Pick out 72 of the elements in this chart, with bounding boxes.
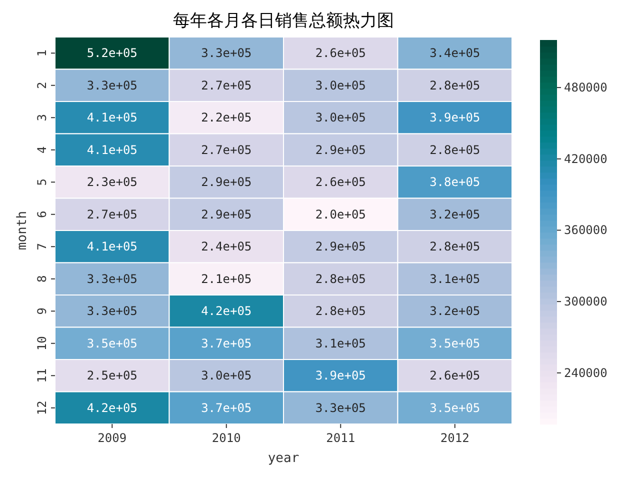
color-bar-label: 300000 xyxy=(564,294,608,309)
data-label: 3.2e+05 xyxy=(430,207,480,222)
data-label: 3.5e+05 xyxy=(430,400,480,415)
data-label: 4.2e+05 xyxy=(201,304,252,318)
color-bar-label: 480000 xyxy=(564,80,608,95)
data-label: 2.1e+05 xyxy=(201,272,252,286)
data-label: 2.9e+05 xyxy=(201,207,252,222)
data-label: 3.7e+05 xyxy=(201,336,252,350)
x-tick-label: 2012 xyxy=(440,431,470,445)
y-tick-label: 10 xyxy=(35,336,49,351)
data-label: 3.3e+05 xyxy=(315,400,366,415)
y-tick-label: 4 xyxy=(35,146,49,154)
data-label: 3.5e+05 xyxy=(430,336,480,350)
data-label: 3.4e+05 xyxy=(430,46,480,60)
data-label: 3.0e+05 xyxy=(201,368,252,383)
y-tick-label: 7 xyxy=(35,243,49,250)
data-label: 2.4e+05 xyxy=(201,240,252,254)
color-bar-label: 360000 xyxy=(564,223,608,238)
data-label: 5.2e+05 xyxy=(86,46,138,60)
data-label: 3.0e+05 xyxy=(315,110,366,125)
data-label: 4.1e+05 xyxy=(86,142,138,157)
data-label: 2.8e+05 xyxy=(315,272,366,286)
data-label: 3.0e+05 xyxy=(315,78,366,92)
y-tick-label: 2 xyxy=(35,82,49,89)
data-label: 2.6e+05 xyxy=(315,175,366,190)
data-label: 2.7e+05 xyxy=(86,207,138,222)
data-label: 3.3e+05 xyxy=(86,78,138,92)
data-label: 2.9e+05 xyxy=(315,142,366,157)
data-label: 2.2e+05 xyxy=(201,110,252,125)
data-label: 3.9e+05 xyxy=(430,110,480,125)
data-label: 2.8e+05 xyxy=(430,240,480,254)
data-label: 4.1e+05 xyxy=(86,110,138,125)
y-tick-label: 5 xyxy=(35,178,49,186)
y-axis-title: month xyxy=(15,210,30,250)
data-label: 3.3e+05 xyxy=(86,272,138,286)
y-tick-label: 6 xyxy=(35,210,49,218)
x-tick-label: 2011 xyxy=(326,431,356,445)
data-label: 3.3e+05 xyxy=(201,46,252,60)
data-label: 3.9e+05 xyxy=(315,368,366,383)
data-label: 2.8e+05 xyxy=(430,142,480,157)
y-tick-label: 12 xyxy=(35,400,49,416)
data-label: 2.7e+05 xyxy=(201,142,252,157)
chart-title: 每年各月各日销售总额热力图 xyxy=(173,11,394,31)
data-label: 4.2e+05 xyxy=(86,400,138,415)
y-tick-label: 9 xyxy=(35,308,49,315)
color-bar-label: 420000 xyxy=(564,152,608,166)
data-label: 3.5e+05 xyxy=(86,336,138,350)
data-label: 2.9e+05 xyxy=(201,175,252,190)
x-tick-label: 2010 xyxy=(212,431,241,445)
data-label: 3.7e+05 xyxy=(201,400,252,415)
data-label: 2.8e+05 xyxy=(430,78,480,92)
data-label: 2.8e+05 xyxy=(315,304,366,318)
data-label: 2.7e+05 xyxy=(201,78,252,92)
data-label: 3.8e+05 xyxy=(430,175,480,190)
data-label: 3.3e+05 xyxy=(86,304,138,318)
y-tick-label: 1 xyxy=(35,50,49,57)
data-label: 3.1e+05 xyxy=(315,336,366,350)
data-label: 3.1e+05 xyxy=(430,272,480,286)
y-tick-label: 11 xyxy=(35,368,49,383)
color-bar-label: 240000 xyxy=(564,366,608,380)
data-label: 2.5e+05 xyxy=(86,368,138,383)
data-label: 4.1e+05 xyxy=(86,240,138,254)
data-label: 2.0e+05 xyxy=(315,207,366,222)
y-tick-label: 8 xyxy=(35,275,49,282)
x-tick-label: 2009 xyxy=(98,431,127,445)
data-label: 2.3e+05 xyxy=(86,175,138,190)
x-axis-title: year xyxy=(268,451,300,466)
data-label: 2.6e+05 xyxy=(315,46,366,60)
data-label: 3.2e+05 xyxy=(430,304,480,318)
y-tick-label: 3 xyxy=(35,114,49,122)
data-label: 2.6e+05 xyxy=(430,368,480,383)
data-label: 2.9e+05 xyxy=(315,240,366,254)
